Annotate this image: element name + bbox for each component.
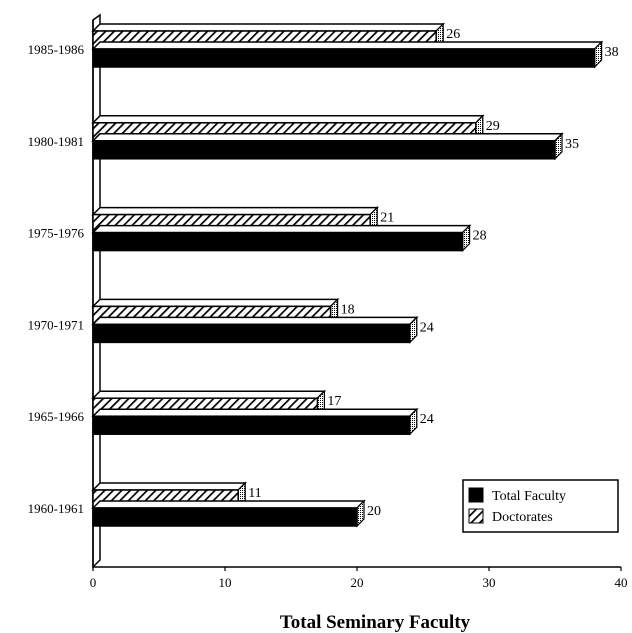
legend-swatch-doctorates — [468, 508, 484, 524]
legend-swatch-total-faculty — [468, 487, 484, 503]
bar-doctorates-1960-1961-top — [91, 482, 248, 491]
x-tick-label-40: 40 — [615, 575, 628, 590]
bar-total-faculty-1965-1966 — [92, 415, 411, 435]
bar-total-faculty-1970-1971-top — [91, 316, 419, 326]
bar-doctorates-1975-1976-value: 21 — [380, 211, 394, 226]
bar-total-faculty-1985-1986-value: 38 — [605, 45, 619, 60]
bar-doctorates-1985-1986-top — [91, 23, 446, 32]
category-label-1965-1966: 1965-1966 — [28, 409, 85, 424]
category-label-1985-1986: 1985-1986 — [28, 42, 85, 57]
x-tick-label-10: 10 — [219, 575, 232, 590]
bar-total-faculty-1960-1961-top — [91, 500, 366, 509]
legend-label-total-faculty: Total Faculty — [492, 489, 566, 504]
x-tick-label-30: 30 — [483, 575, 496, 590]
bar-doctorates-1960-1961-value: 11 — [248, 486, 261, 501]
bar-total-faculty-1965-1966-top — [91, 408, 419, 417]
category-label-1970-1971: 1970-1971 — [28, 317, 84, 332]
bar-total-faculty-1985-1986 — [92, 48, 596, 68]
category-label-1980-1981: 1980-1981 — [28, 134, 84, 149]
bar-total-faculty-1960-1961-value: 20 — [367, 504, 381, 519]
legend-box — [462, 479, 619, 533]
bar-doctorates-1970-1971-top — [91, 298, 340, 308]
category-label-1975-1976: 1975-1976 — [28, 226, 85, 241]
bar-total-faculty-1960-1961 — [92, 507, 358, 527]
bar-doctorates-1965-1966-top — [91, 390, 327, 399]
bar-doctorates-1965-1966-value: 17 — [327, 394, 341, 409]
x-tick-label-20: 20 — [351, 575, 364, 590]
legend: Total Faculty Doctorates — [462, 479, 619, 533]
x-axis-title: Total Seminary Faculty — [280, 612, 471, 633]
category-label-1960-1961: 1960-1961 — [28, 501, 84, 516]
bar-doctorates-1970-1971-value: 18 — [341, 302, 355, 317]
legend-label-doctorates: Doctorates — [492, 510, 553, 525]
bar-total-faculty-1980-1981-top — [91, 133, 564, 142]
bar-total-faculty-1970-1971-value: 24 — [420, 320, 434, 335]
x-tick-label-0: 0 — [90, 575, 97, 590]
bar-total-faculty-1965-1966-value: 24 — [420, 412, 434, 427]
bar-total-faculty-1975-1976-value: 28 — [473, 229, 487, 244]
bar-doctorates-1975-1976-top — [91, 206, 380, 216]
bar-total-faculty-1980-1981-value: 35 — [565, 137, 579, 152]
bar-doctorates-1980-1981-value: 29 — [486, 119, 500, 134]
bar-doctorates-1985-1986-value: 26 — [446, 27, 460, 42]
bar-total-faculty-1980-1981 — [92, 140, 556, 160]
bar-total-faculty-1970-1971 — [92, 323, 411, 344]
bar-total-faculty-1975-1976 — [92, 231, 464, 252]
bar-total-faculty-1985-1986-top — [91, 41, 604, 50]
bar-total-faculty-1975-1976-top — [91, 224, 472, 234]
bar-doctorates-1980-1981-top — [91, 115, 485, 124]
